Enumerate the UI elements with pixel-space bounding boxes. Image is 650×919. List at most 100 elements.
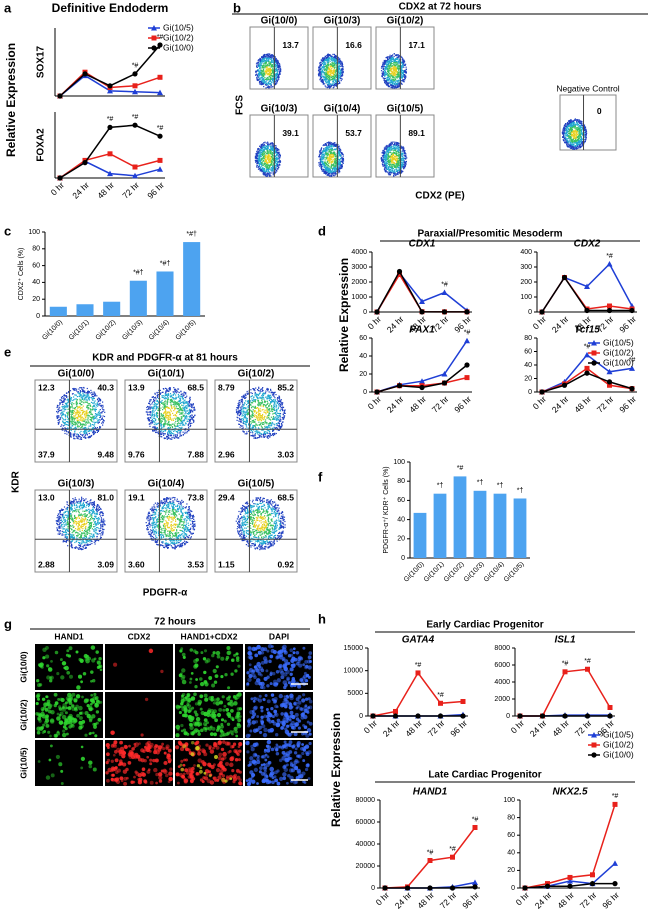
cytometry-dot <box>269 61 271 63</box>
cytometry-dot <box>390 56 392 58</box>
cytometry-dot <box>321 69 324 71</box>
cytometry-dot <box>383 152 385 154</box>
cytometry-dot <box>267 170 270 172</box>
cytometry-dot <box>263 152 265 154</box>
cytometry-dot <box>396 67 398 69</box>
cytometry-dot <box>260 59 262 61</box>
cytometry-dot <box>319 162 321 164</box>
cytometry-dot <box>338 72 340 75</box>
cytometry-dot <box>261 147 263 150</box>
cytometry-dot <box>321 168 323 170</box>
cytometry-dot <box>276 153 278 156</box>
cytometry-dot <box>335 81 337 83</box>
cytometry-dot <box>322 158 324 160</box>
cytometry-dot <box>338 62 341 64</box>
cytometry-dot <box>397 64 399 66</box>
cytometry-dot <box>330 150 332 152</box>
cytometry-dot <box>404 74 406 76</box>
cytometry-dot <box>272 81 274 83</box>
cytometry-dot <box>387 82 389 84</box>
cytometry-dot <box>335 85 337 87</box>
cytometry-dot <box>576 127 578 129</box>
marker <box>107 124 113 130</box>
cytometry-dot <box>266 158 269 160</box>
cytometry-dot <box>392 75 394 77</box>
cytometry-dot <box>274 155 277 158</box>
cytometry-dot <box>579 132 581 134</box>
cytometry-dot <box>567 141 569 143</box>
cytometry-dot <box>563 136 565 138</box>
cytometry-dot <box>388 56 390 58</box>
cytometry-dot <box>333 161 336 163</box>
cytometry-dot <box>326 167 328 169</box>
cytometry-dot <box>335 70 338 72</box>
cytometry-dot <box>262 67 264 69</box>
cytometry-dot <box>393 63 395 65</box>
cytometry-dot <box>581 134 583 136</box>
cytometry-dot <box>262 55 264 58</box>
cytometry-dot <box>403 76 405 78</box>
cytometry-dot <box>265 170 267 173</box>
cytometry-dot <box>265 68 267 70</box>
cytometry-dot <box>319 165 321 168</box>
cytometry-dot <box>320 70 323 72</box>
cytometry-dot <box>387 153 389 155</box>
cytometry-dot <box>333 74 335 76</box>
cytometry-dot <box>398 59 400 61</box>
cytometry-dot <box>262 81 264 83</box>
cytometry-dot <box>266 169 269 171</box>
cytometry-dot <box>278 164 280 166</box>
cytometry-dot <box>256 62 258 64</box>
cytometry-dot <box>329 69 331 72</box>
cytometry-dot <box>264 77 266 79</box>
cytometry-dot <box>331 73 333 75</box>
cytometry-dot <box>323 79 325 81</box>
cytometry-dot <box>278 65 280 67</box>
cytometry-dot <box>259 145 261 147</box>
cytometry-dot <box>320 67 322 69</box>
cytometry-dot <box>270 59 273 61</box>
cytometry-dot <box>329 87 331 89</box>
cytometry-dot <box>340 155 342 157</box>
cytometry-dot <box>339 159 341 161</box>
cytometry-dot <box>338 167 340 169</box>
cytometry-dot <box>328 150 330 152</box>
cytometry-dot <box>381 152 383 154</box>
cytometry-dot <box>261 83 263 85</box>
cytometry-dot <box>327 153 329 155</box>
cytometry-dot <box>330 172 332 174</box>
cytometry-dot <box>341 158 343 160</box>
cytometry-dot <box>398 82 400 84</box>
cytometry-dot <box>402 150 404 152</box>
cytometry-dot <box>259 150 261 152</box>
cytometry-dot <box>321 75 323 77</box>
cytometry-dot <box>260 162 262 164</box>
cytometry-dot <box>278 159 280 161</box>
cytometry-dot <box>398 67 400 69</box>
cytometry-dot <box>321 152 323 154</box>
cytometry-dot <box>404 70 406 72</box>
cytometry-dot <box>329 69 331 71</box>
cytometry-dot <box>326 146 328 149</box>
cytometry-dot <box>276 64 278 66</box>
cytometry-dot <box>257 155 259 157</box>
cytometry-dot <box>337 166 339 169</box>
cytometry-dot <box>326 149 328 151</box>
cytometry-dot <box>579 121 581 123</box>
cytometry-dot <box>332 81 334 83</box>
cytometry-dot <box>270 70 272 72</box>
cytometry-dot <box>339 58 341 60</box>
cytometry-dot <box>333 53 335 55</box>
cytometry-dot <box>268 160 270 162</box>
cytometry-dot <box>261 170 263 172</box>
cytometry-dot <box>328 159 331 161</box>
cytometry-dot <box>332 143 334 146</box>
cytometry-dot <box>279 154 281 157</box>
cytometry-dot <box>323 166 325 168</box>
cytometry-dot <box>263 61 266 63</box>
cytometry-dot <box>384 154 386 156</box>
cytometry-dot <box>331 174 333 176</box>
cytometry-dot <box>338 151 340 153</box>
cytometry-dot <box>262 147 264 150</box>
